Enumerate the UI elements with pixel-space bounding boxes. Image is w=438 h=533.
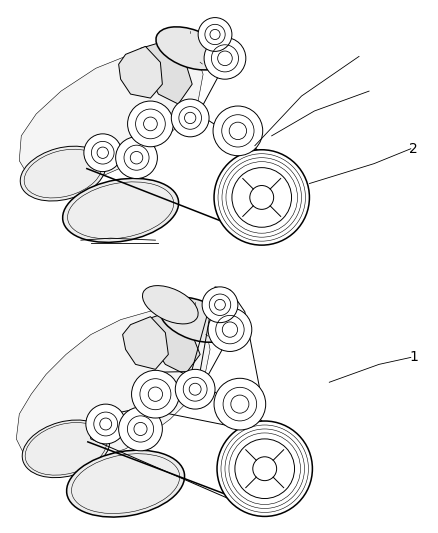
Circle shape xyxy=(84,134,121,172)
Circle shape xyxy=(127,101,173,147)
Circle shape xyxy=(249,185,273,209)
Circle shape xyxy=(234,439,294,498)
Circle shape xyxy=(198,18,231,51)
Polygon shape xyxy=(140,39,192,104)
Ellipse shape xyxy=(67,450,184,517)
Text: 1: 1 xyxy=(408,350,417,365)
Polygon shape xyxy=(118,46,162,98)
Text: 2: 2 xyxy=(409,142,417,156)
Ellipse shape xyxy=(142,286,198,324)
Circle shape xyxy=(204,37,245,79)
Circle shape xyxy=(252,457,276,481)
Polygon shape xyxy=(122,317,168,369)
Ellipse shape xyxy=(20,146,106,201)
Circle shape xyxy=(214,150,309,245)
Circle shape xyxy=(212,106,262,156)
Circle shape xyxy=(115,137,157,179)
Circle shape xyxy=(208,308,251,351)
Circle shape xyxy=(86,404,125,444)
Circle shape xyxy=(175,369,215,409)
Circle shape xyxy=(231,168,291,227)
Circle shape xyxy=(118,407,162,451)
Polygon shape xyxy=(19,44,203,193)
Circle shape xyxy=(171,99,208,137)
Ellipse shape xyxy=(155,27,224,70)
Polygon shape xyxy=(16,305,209,474)
Circle shape xyxy=(201,287,237,322)
Circle shape xyxy=(214,378,265,430)
Circle shape xyxy=(216,421,312,516)
Ellipse shape xyxy=(159,297,230,342)
Ellipse shape xyxy=(22,420,110,478)
Polygon shape xyxy=(145,310,200,374)
Ellipse shape xyxy=(63,179,178,243)
Circle shape xyxy=(131,370,179,418)
